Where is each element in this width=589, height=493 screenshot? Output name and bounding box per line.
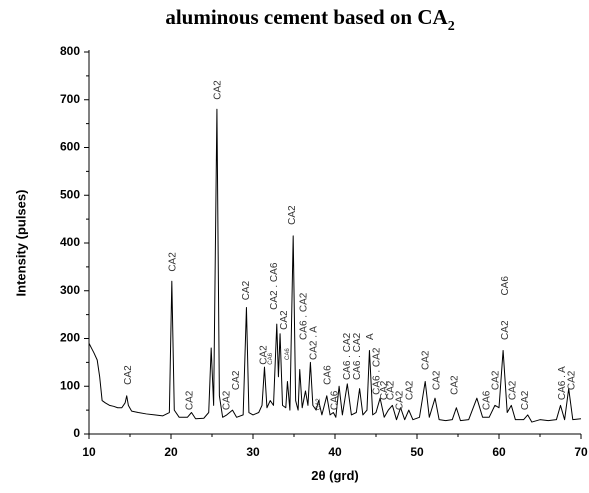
y-tick-label: 800 [60,44,80,58]
title-subscript: 2 [448,19,455,34]
y-tick-label: 500 [60,187,80,201]
peak-label: CA2 [394,390,405,410]
peak-label: CA2 [185,390,196,410]
x-axis-label: 2θ (grd) [311,468,358,483]
peak-label: CA2 [287,205,298,225]
y-axis-label: Intensity (pulses) [13,190,28,297]
x-tick-label: 50 [410,445,424,459]
y-tick-label: 600 [60,140,80,154]
peak-label: CA2 [316,398,322,410]
y-tick-label: 0 [73,426,80,440]
x-tick-label: 40 [328,445,342,459]
title-text: aluminous cement based on CA [165,5,448,29]
peak-label: CA2 [567,370,578,390]
peak-label: CA2 [258,345,269,365]
y-tick-label: 100 [60,378,80,392]
peak-label: A [365,333,376,340]
peak-label: CA2 [508,380,519,400]
peak-label: CA2 [500,320,511,340]
y-tick-label: 300 [60,283,80,297]
peak-label: CA2 [421,350,432,370]
x-tick-label: 30 [246,445,260,459]
x-tick-label: 10 [82,445,96,459]
peak-label: CA6 . CA2 [352,332,363,380]
peak-label: CA2 [385,380,396,400]
chart-title: aluminous cement based on CA2 [165,5,454,34]
peak-label: CA2 [221,390,232,410]
peak-label: CA6 [330,390,341,410]
peak-label: CA2 [231,370,242,390]
peak-label: CA6 [500,276,511,296]
peak-label: CA2 [379,380,390,400]
peak-label: CA2 [431,370,442,390]
peak-label: CA6 . A [557,366,568,400]
peak-label: CA2 [123,365,134,385]
peak-label: CA2 [404,380,415,400]
peak-label: CA2 [241,280,252,300]
peak-label: CA2 [449,375,460,395]
peak-label: CA6 [285,348,291,360]
peak-label: CA6 . CA2 [342,332,353,380]
x-tick-label: 60 [492,445,506,459]
y-tick-label: 200 [60,331,80,345]
peak-label: CA6 [322,365,333,385]
peak-label: CA6 . CA2 [298,292,309,340]
x-tick-label: 70 [574,445,588,459]
y-tick-label: 700 [60,92,80,106]
peak-label: CA2 [167,252,178,272]
peak-label: CA2 [490,370,501,390]
peak-label: CA6 [481,390,492,410]
peak-label: CA2 . A [308,326,319,360]
peak-label: CA6 . CA2 [371,347,382,395]
data-line [88,108,582,423]
x-tick-label: 20 [164,445,178,459]
y-tick-label: 400 [60,235,80,249]
peak-label: CA6 [268,352,274,364]
peak-label: CA2 [520,390,531,410]
peak-label: CA2 [279,310,290,330]
peak-label: CA2 [212,80,223,100]
peak-label: CA2 . CA6 [269,262,280,310]
